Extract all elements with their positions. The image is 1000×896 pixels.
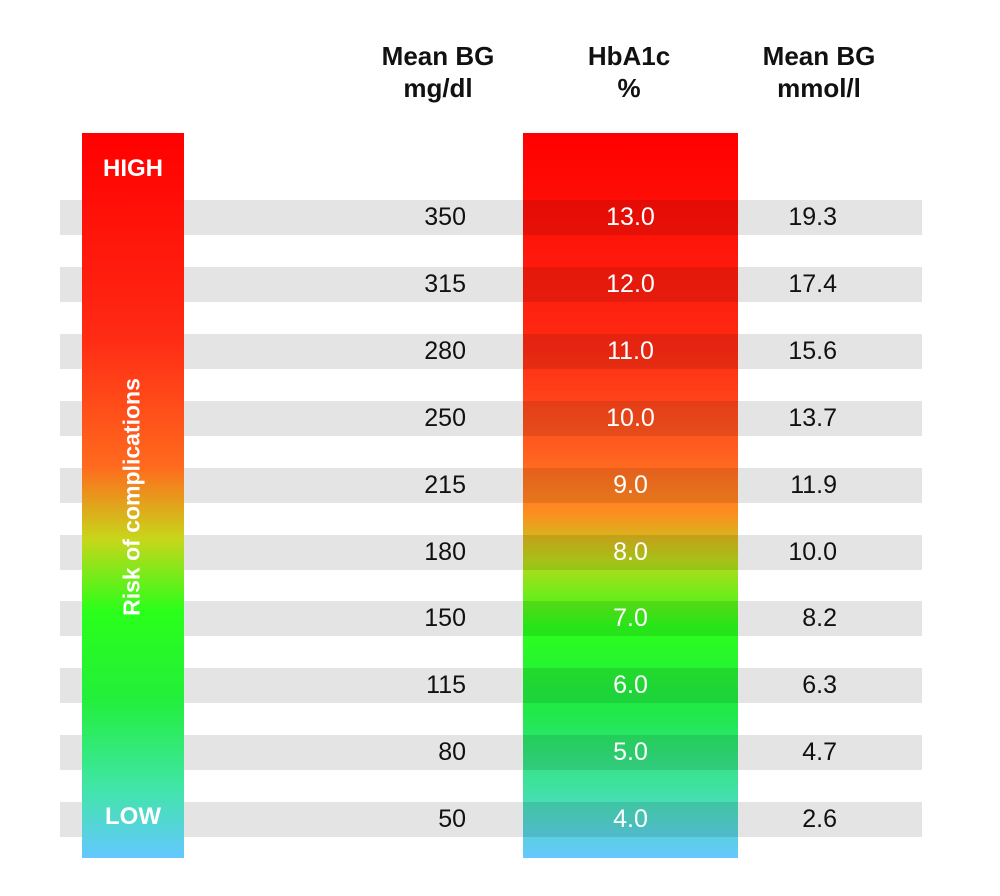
mmol-value: 11.9 (790, 471, 837, 499)
hba1c-value: 7.0 (613, 604, 648, 632)
hba1c-row-shade (523, 535, 738, 570)
mmol-value: 6.3 (802, 671, 837, 699)
mgdl-value: 180 (424, 538, 466, 566)
hba1c-row-shade (523, 601, 738, 636)
mgdl-value: 150 (424, 604, 466, 632)
table-row (60, 267, 922, 302)
mgdl-value: 315 (424, 270, 466, 298)
mmol-value: 2.6 (802, 805, 837, 833)
header-mean-bg-mgdl: Mean BG mg/dl (338, 40, 538, 104)
hba1c-row-shade (523, 200, 738, 235)
hba1c-value: 11.0 (607, 337, 654, 365)
header-hba1c: HbA1c % (529, 40, 729, 104)
header-mean-bg-mmol-line2: mmol/l (777, 73, 861, 103)
mmol-value: 17.4 (788, 270, 837, 298)
risk-high-label: HIGH (103, 155, 163, 182)
mmol-value: 4.7 (802, 738, 837, 766)
hba1c-value: 4.0 (613, 805, 648, 833)
mgdl-value: 115 (426, 671, 466, 699)
mmol-value: 13.7 (788, 404, 837, 432)
header-hba1c-line1: HbA1c (587, 41, 671, 71)
mmol-value: 15.6 (788, 337, 837, 365)
mgdl-value: 350 (424, 203, 466, 231)
hba1c-value: 10.0 (606, 404, 655, 432)
header-mean-bg-mmol: Mean BG mmol/l (719, 40, 919, 104)
header-mean-bg-mgdl-line1: Mean BG (381, 41, 495, 71)
table-row (60, 200, 922, 235)
table-row (60, 535, 922, 570)
hba1c-value: 8.0 (613, 538, 648, 566)
hba1c-row-shade (523, 802, 738, 837)
mmol-value: 8.2 (802, 604, 837, 632)
hba1c-row-shade (523, 334, 738, 369)
table-row (60, 334, 922, 369)
mmol-value: 10.0 (788, 538, 837, 566)
mgdl-value: 215 (424, 471, 466, 499)
hba1c-value: 6.0 (613, 671, 648, 699)
table-row (60, 668, 922, 703)
header-mean-bg-mgdl-line2: mg/dl (403, 73, 473, 103)
mgdl-value: 280 (424, 337, 466, 365)
table-row (60, 468, 922, 503)
table-row (60, 802, 922, 837)
header-hba1c-line2: % (617, 73, 641, 103)
hba1c-row-shade (523, 668, 738, 703)
risk-axis-label: Risk of complications (118, 378, 145, 616)
hba1c-row-shade (523, 468, 738, 503)
table-row (60, 601, 922, 636)
hba1c-value: 12.0 (606, 270, 655, 298)
hba1c-value: 13.0 (606, 203, 655, 231)
hba1c-value: 5.0 (613, 738, 648, 766)
hba1c-row-shade (523, 401, 738, 436)
mgdl-value: 80 (438, 738, 466, 766)
mgdl-value: 250 (424, 404, 466, 432)
risk-low-label: LOW (105, 803, 161, 830)
table-row (60, 401, 922, 436)
hba1c-value: 9.0 (613, 471, 648, 499)
table-row (60, 735, 922, 770)
header-mean-bg-mmol-line1: Mean BG (762, 41, 876, 71)
risk-gradient-bar (82, 133, 184, 858)
hba1c-row-shade (523, 735, 738, 770)
hba1c-gradient-column (523, 133, 738, 858)
mgdl-value: 50 (438, 805, 466, 833)
mmol-value: 19.3 (788, 203, 837, 231)
hba1c-row-shade (523, 267, 738, 302)
